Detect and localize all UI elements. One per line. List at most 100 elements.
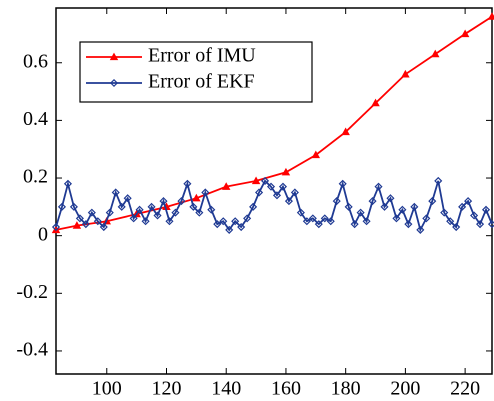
marker xyxy=(368,197,377,206)
marker xyxy=(189,202,198,211)
marker xyxy=(105,208,114,217)
marker xyxy=(302,217,311,226)
series-line xyxy=(55,15,493,231)
marker xyxy=(192,193,201,202)
marker xyxy=(109,78,119,88)
marker xyxy=(341,127,350,136)
x-tick-label: 120 xyxy=(151,378,181,400)
marker xyxy=(460,29,470,38)
marker xyxy=(63,179,72,188)
marker xyxy=(278,182,288,191)
legend-label: Error of IMU xyxy=(148,45,256,67)
y-tick-label: 0.2 xyxy=(23,166,48,188)
y-tick-label: 0 xyxy=(38,223,48,245)
marker xyxy=(87,208,96,217)
y-tick-label: 0.6 xyxy=(23,50,48,72)
marker xyxy=(201,188,210,197)
marker xyxy=(290,188,299,197)
marker xyxy=(231,217,240,226)
marker xyxy=(452,222,461,232)
marker xyxy=(255,188,264,197)
marker xyxy=(117,202,126,211)
marker xyxy=(487,220,494,229)
marker xyxy=(464,197,473,206)
marker xyxy=(237,222,246,232)
x-tick-label: 200 xyxy=(390,378,420,400)
x-tick-label: 220 xyxy=(450,378,480,400)
marker xyxy=(320,214,329,223)
marker xyxy=(57,202,67,211)
marker xyxy=(371,98,380,107)
marker xyxy=(410,202,419,211)
x-tick-label: 140 xyxy=(211,378,241,400)
marker xyxy=(135,205,144,214)
marker xyxy=(428,197,437,206)
marker xyxy=(476,220,485,229)
marker xyxy=(207,205,216,214)
marker xyxy=(81,220,90,229)
marker xyxy=(93,217,102,226)
marker xyxy=(243,214,252,223)
marker xyxy=(338,179,347,188)
marker xyxy=(350,220,359,229)
y-tick-label: -0.4 xyxy=(16,339,48,361)
marker xyxy=(344,202,353,211)
marker xyxy=(225,225,234,234)
legend-box xyxy=(79,41,313,103)
marker xyxy=(431,49,440,58)
marker xyxy=(487,12,494,20)
marker xyxy=(141,217,150,226)
marker xyxy=(440,208,449,217)
marker xyxy=(213,220,222,229)
marker xyxy=(221,182,231,190)
marker xyxy=(314,220,323,229)
marker xyxy=(362,217,371,226)
legend-label: Error of EKF xyxy=(148,71,255,93)
marker xyxy=(374,182,383,191)
marker xyxy=(434,176,443,185)
marker xyxy=(111,188,120,197)
marker xyxy=(177,197,186,206)
marker xyxy=(153,211,162,220)
marker xyxy=(249,202,258,211)
marker xyxy=(99,222,108,232)
marker xyxy=(380,202,389,211)
marker xyxy=(195,208,204,217)
marker xyxy=(129,214,138,223)
marker xyxy=(183,179,192,188)
plot-frame xyxy=(55,7,493,375)
series-line xyxy=(55,179,493,233)
marker xyxy=(147,202,156,211)
marker xyxy=(356,208,365,217)
y-tick-label: -0.2 xyxy=(16,281,48,303)
marker xyxy=(171,208,180,217)
marker xyxy=(311,150,321,159)
marker xyxy=(284,197,293,206)
marker xyxy=(404,220,413,229)
marker xyxy=(260,176,270,185)
marker xyxy=(251,176,261,185)
y-tick-label: 0.4 xyxy=(23,108,48,130)
marker xyxy=(69,202,78,211)
marker xyxy=(281,167,291,176)
marker xyxy=(458,202,467,211)
marker xyxy=(481,205,491,214)
marker xyxy=(446,217,455,226)
marker xyxy=(272,191,282,200)
marker xyxy=(422,214,431,223)
marker xyxy=(219,217,228,226)
x-tick-label: 160 xyxy=(271,378,301,400)
marker xyxy=(401,69,410,78)
marker xyxy=(332,197,341,206)
marker xyxy=(165,217,174,226)
marker xyxy=(326,217,335,226)
marker xyxy=(386,194,395,203)
marker xyxy=(398,205,407,214)
marker xyxy=(392,214,401,223)
marker xyxy=(296,208,305,217)
marker xyxy=(266,182,276,191)
marker xyxy=(109,52,119,61)
marker xyxy=(416,225,425,234)
